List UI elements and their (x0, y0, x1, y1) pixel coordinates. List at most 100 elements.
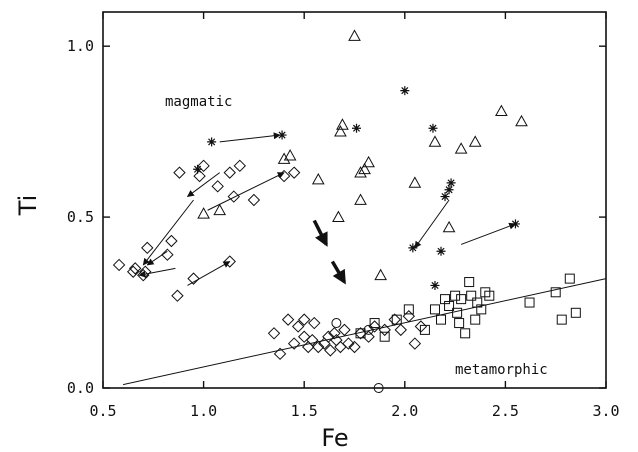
square-point-14 (460, 328, 471, 339)
diamond-point-31 (312, 340, 325, 354)
diamond-point-20 (287, 166, 301, 179)
triangle-point-9 (354, 166, 367, 178)
triangle-point-5 (334, 125, 347, 137)
y-tick-label-0: 0.0 (67, 379, 94, 397)
triangle-point-6 (336, 118, 349, 130)
triangle-point-2 (277, 152, 291, 164)
asterisk-point-1 (207, 137, 217, 147)
diamond-point-47 (402, 310, 416, 323)
diamond-point-6 (161, 248, 174, 261)
asterisk-point-6 (428, 123, 438, 133)
arrow-1 (186, 172, 220, 197)
arrow-8 (460, 222, 517, 245)
triangle-point-8 (348, 29, 361, 41)
arrow-3 (142, 199, 194, 266)
diamond-point-13 (197, 159, 210, 173)
diamond-point-19 (277, 169, 291, 183)
diamond-point-11 (173, 166, 186, 179)
asterisk-point-2 (277, 130, 287, 140)
y-tick-label-2: 1.0 (67, 37, 94, 55)
diamond-point-12 (193, 169, 206, 183)
triangle-point-1 (213, 203, 227, 216)
diamond-point-5 (141, 241, 154, 255)
asterisk-point-3 (352, 123, 362, 133)
square-point-4 (403, 304, 414, 315)
square-point-24 (556, 314, 567, 325)
diamond-point-8 (171, 289, 184, 302)
diamond-point-1 (126, 265, 140, 278)
diamond-point-17 (233, 159, 247, 173)
triangle-point-12 (354, 193, 367, 205)
y-axis-label: Ti (14, 195, 42, 217)
arrow-2 (207, 172, 285, 211)
square-point-17 (470, 314, 481, 325)
diamond-point-46 (394, 323, 407, 337)
diamond-point-9 (187, 272, 200, 285)
square-point-25 (564, 273, 575, 284)
triangle-point-18 (468, 135, 482, 147)
plot-frame (102, 11, 607, 389)
diamond-point-16 (227, 190, 240, 203)
x-tick-label-2: 1.5 (291, 402, 318, 420)
arrow-0 (219, 132, 281, 143)
triangle-point-13 (374, 268, 388, 281)
x-tick-label-4: 2.5 (492, 402, 519, 420)
annotation-magmatic: magmatic (165, 94, 232, 110)
square-point-6 (429, 304, 440, 315)
square-point-21 (484, 290, 495, 301)
square-point-10 (450, 290, 461, 301)
triangle-point-14 (408, 176, 422, 188)
diamond-point-27 (297, 330, 311, 343)
triangle-point-16 (442, 220, 456, 233)
square-point-26 (570, 307, 581, 318)
x-axis-label: Fe (321, 424, 348, 452)
triangle-point-0 (197, 207, 210, 219)
triangle-point-7 (332, 210, 345, 222)
diamond-point-15 (223, 166, 236, 179)
diamond-point-30 (308, 316, 321, 330)
diamond-point-21 (267, 327, 281, 340)
bold-arrow-10 (330, 260, 346, 285)
plot-marks (102, 12, 607, 393)
arrow-7 (414, 199, 450, 249)
square-point-13 (456, 294, 467, 305)
circle-point-0 (331, 318, 342, 329)
diamond-point-7 (165, 234, 178, 248)
diamond-point-48 (408, 337, 422, 350)
x-tick-label-3: 2.0 (391, 402, 418, 420)
square-point-12 (454, 318, 465, 329)
bold-arrow-9 (312, 219, 328, 247)
diamond-point-37 (334, 340, 347, 354)
square-point-7 (436, 314, 447, 325)
asterisk-point-9 (440, 192, 450, 202)
square-point-5 (419, 324, 430, 335)
diamond-point-2 (128, 262, 142, 275)
diamond-point-43 (368, 320, 381, 333)
asterisk-point-10 (444, 185, 454, 195)
square-point-1 (369, 318, 380, 329)
diamond-point-40 (348, 340, 361, 354)
square-point-16 (466, 290, 477, 301)
square-point-15 (464, 277, 475, 288)
asterisk-point-4 (400, 86, 410, 96)
diamond-point-25 (291, 320, 305, 333)
square-point-11 (452, 307, 463, 318)
triangle-point-20 (515, 114, 528, 127)
asterisk-point-11 (446, 178, 456, 188)
circle-point-2 (373, 383, 384, 393)
diamond-point-38 (338, 323, 351, 337)
arrow-4 (146, 250, 168, 266)
diamond-point-14 (211, 180, 224, 193)
diamond-point-22 (273, 347, 287, 361)
diamond-point-44 (378, 323, 391, 337)
x-tick-label-5: 3.0 (592, 402, 619, 420)
asterisk-point-8 (436, 246, 446, 256)
diamond-point-18 (247, 193, 261, 207)
diamond-point-39 (342, 337, 355, 350)
triangle-point-15 (428, 135, 442, 147)
square-point-19 (476, 304, 487, 315)
arrow-6 (187, 261, 231, 286)
triangle-point-3 (283, 149, 297, 161)
diamond-point-34 (324, 344, 337, 357)
